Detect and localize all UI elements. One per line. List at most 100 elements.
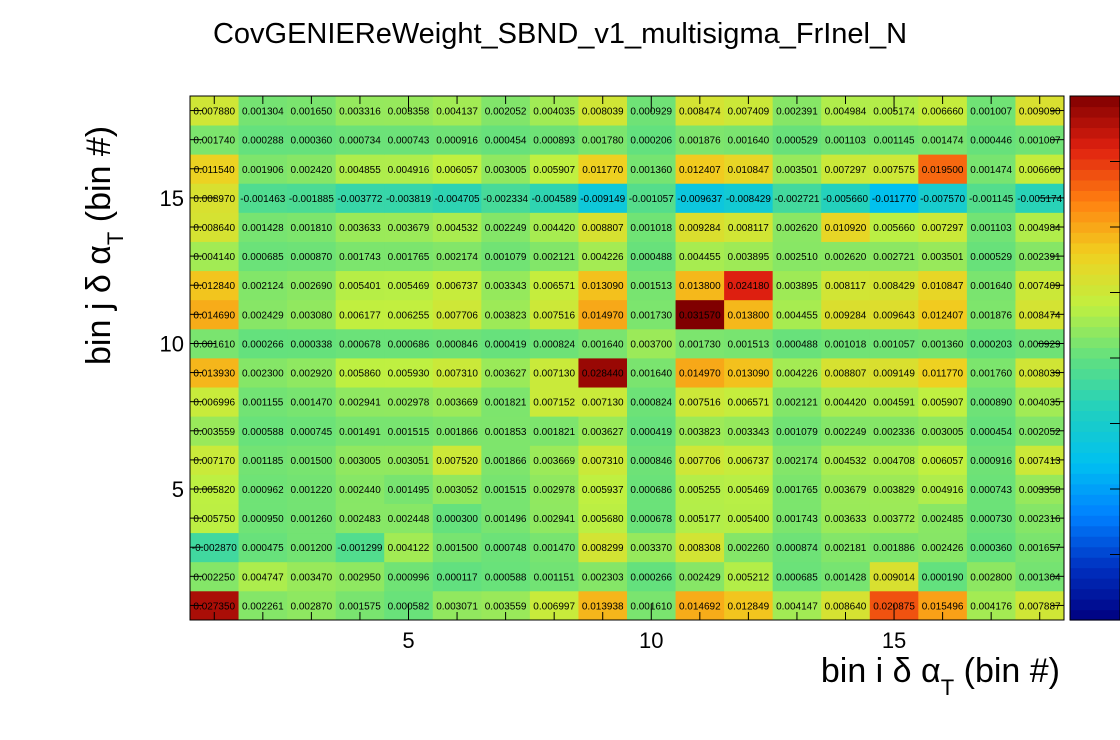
cell-value-label: 0.003370 (630, 543, 672, 554)
cell-value-label: 0.003052 (436, 485, 478, 496)
palette-step (1070, 242, 1120, 254)
palette-step (1070, 557, 1120, 569)
heatmap-cell (335, 154, 385, 184)
heatmap-cell (481, 503, 531, 534)
palette-step (1070, 410, 1120, 422)
heatmap-cell (627, 503, 676, 534)
cell-value-label: -0.008429 (726, 194, 771, 205)
cell-value-label: 0.004140 (193, 252, 235, 263)
heatmap-cell (238, 416, 288, 446)
palette-step (1070, 462, 1120, 474)
palette-step (1070, 211, 1120, 223)
heatmap-cell (724, 299, 774, 330)
cell-value-label: 0.007409 (1019, 281, 1061, 292)
cell-value-label: 0.001470 (291, 398, 333, 409)
cell-value-label: 0.000950 (242, 514, 284, 525)
cell-value-label: 0.008474 (1019, 310, 1061, 321)
palette-step (1070, 263, 1120, 275)
heatmap-cell (481, 416, 531, 446)
heatmap-cell (918, 299, 968, 330)
heatmap-cell (869, 328, 919, 359)
heatmap-cell (335, 183, 385, 213)
cell-value-label: 0.001743 (339, 252, 381, 263)
cell-value-label: 0.000300 (436, 514, 478, 525)
cell-value-label: 0.001495 (388, 485, 430, 496)
cell-value-label: 0.002336 (873, 427, 915, 438)
cell-value-label: 0.003501 (776, 165, 818, 176)
cell-value-label: 0.003633 (339, 223, 381, 234)
heatmap-cell (578, 387, 628, 417)
heatmap-cell (627, 328, 676, 359)
cell-value-label: -0.002721 (774, 194, 819, 205)
cell-value-label: 0.006737 (728, 456, 770, 467)
cell-value-label: 0.003895 (776, 281, 818, 292)
cell-value-label: 0.001821 (533, 427, 575, 438)
cell-value-label: 0.000454 (970, 427, 1012, 438)
cell-value-label: 0.000734 (339, 136, 381, 147)
cell-value-label: 0.005907 (922, 398, 964, 409)
heatmap-cell (724, 328, 774, 359)
palette-step (1070, 305, 1120, 317)
cell-value-label: 0.014970 (582, 310, 624, 321)
cell-value-label: 0.001474 (922, 136, 964, 147)
heatmap-cell (287, 532, 337, 563)
cell-value-label: 0.003823 (679, 427, 721, 438)
cell-value-label: 0.003005 (922, 427, 964, 438)
heatmap-cell (869, 154, 919, 184)
palette-step (1070, 284, 1120, 296)
cell-value-label: 0.000203 (970, 339, 1012, 350)
palette-step (1070, 588, 1120, 600)
cell-value-label: 0.005937 (582, 485, 624, 496)
y-tick-label: 5 (172, 477, 184, 502)
cell-value-label: 0.027350 (193, 601, 235, 612)
heatmap-cell (238, 561, 288, 592)
heatmap-cell (529, 154, 579, 184)
heatmap-cell (287, 474, 337, 504)
cell-value-label: 0.001185 (242, 456, 283, 467)
heatmap-cell (821, 154, 871, 184)
cell-value-label: 0.002124 (242, 281, 284, 292)
heatmap-cell (724, 241, 774, 272)
heatmap-cell (287, 270, 337, 301)
cell-value-label: 0.001007 (970, 107, 1012, 118)
heatmap-cell (578, 241, 628, 272)
heatmap-cell (384, 154, 434, 184)
heatmap-cell (529, 358, 579, 388)
cell-value-label: 0.000488 (776, 339, 818, 350)
cell-value-label: 0.013090 (582, 281, 624, 292)
cell-value-label: -0.009637 (677, 194, 722, 205)
cell-value-label: 0.002429 (242, 310, 284, 321)
heatmap-cell (675, 503, 725, 534)
heatmap-cell (529, 445, 579, 475)
cell-value-label: 0.003501 (922, 252, 964, 263)
cell-value-label: 0.001155 (242, 398, 283, 409)
palette-step (1070, 96, 1120, 108)
palette-step (1070, 190, 1120, 202)
cell-value-label: 0.001853 (485, 427, 527, 438)
cell-value-label: 0.002121 (776, 398, 818, 409)
heatmap-cell (724, 270, 774, 301)
axis-ticks (190, 96, 1064, 620)
cell-value-label: 0.007130 (533, 369, 575, 380)
cell-value-label: 0.004122 (388, 543, 430, 554)
cell-value-label: 0.013800 (728, 310, 770, 321)
heatmap-cell (675, 358, 725, 388)
y-tick-label: 15 (160, 186, 184, 211)
heatmap-cell (432, 212, 482, 242)
cell-value-label: 0.001515 (388, 427, 430, 438)
heatmap-cell (724, 445, 774, 475)
palette-step (1070, 347, 1120, 359)
cell-value-label: 0.000678 (630, 514, 672, 525)
cell-value-label: -0.003772 (337, 194, 382, 205)
heatmap-cell (966, 416, 1016, 446)
cell-value-label: 0.001866 (485, 456, 527, 467)
heatmap-cell (481, 358, 531, 388)
cell-value-label: 0.009014 (873, 572, 915, 583)
cell-value-label: -0.004589 (532, 194, 577, 205)
cell-value-label: 0.005930 (388, 369, 430, 380)
heatmap-cell (675, 270, 725, 301)
cell-value-label: 0.001640 (630, 369, 672, 380)
cell-value-label: 0.000890 (970, 398, 1012, 409)
heatmap-cell (335, 241, 385, 272)
palette-step (1070, 316, 1120, 328)
